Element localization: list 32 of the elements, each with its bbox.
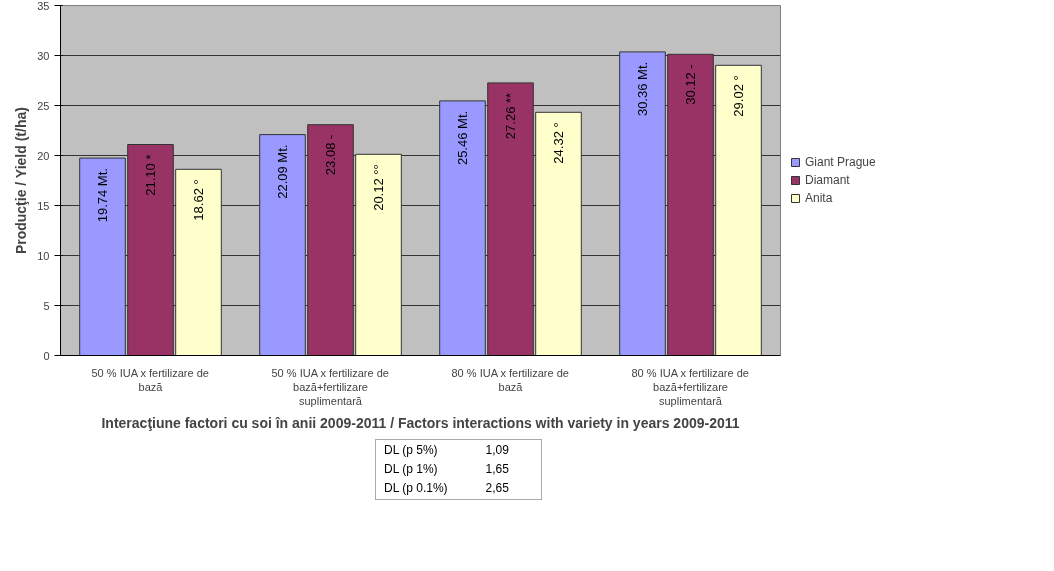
x-axis-title: Interacţiune factori cu soi în anii 2009-2011 / Factors interactions with variety in years 2009-2011 [101,415,740,432]
data-label: 30.36 Mt. [635,61,650,117]
data-label: 30.12 - [683,64,698,105]
data-label: 25.46 Mt. [455,110,470,166]
y-tick-label: 30 [37,49,50,62]
x-tick-label: 80 % IUA x fertilizare de bază+fertilizare suplimentară [631,366,749,408]
data-label: 22.09 Mt. [275,144,290,199]
y-axis-title: Producţie / Yield (t/ha) [13,107,30,255]
y-tick-label: 10 [37,249,50,262]
y-tick-label: 0 [43,349,50,362]
legend-label: Diamant [805,173,850,187]
x-tick-label: 80 % IUA x fertilizare de bază [451,366,569,393]
legend-label: Anita [805,191,833,205]
data-label: 18.62 ° [191,179,206,221]
data-label: 19.74 Mt. [95,168,110,223]
y-tick-label: 15 [37,199,50,212]
data-label: 24.32 ° [551,122,566,164]
y-tick-label: 35 [37,0,50,12]
legend-label: Giant Prague [805,155,876,169]
y-tick-label: 20 [37,149,50,162]
text: DL (p 0.1%) 2,65 [384,481,509,496]
text: DL (p 1%) 1,65 [384,462,509,477]
data-label: 23.08 - [323,134,338,176]
data-label: 27.26 ** [503,92,518,140]
x-tick-label: 50 % IUA x fertilizare de bază+fertilizare suplimentară [271,366,389,408]
y-tick-label: 5 [43,299,50,312]
data-label: 21.10 * [143,154,158,196]
y-tick-label: 25 [37,99,50,112]
data-label: 20.12 °° [371,164,386,211]
data-label: 29.02 ° [731,75,746,117]
x-tick-label: 50 % IUA x fertilizare de bază [91,366,209,393]
text: DL (p 5%) 1,09 [384,443,509,457]
